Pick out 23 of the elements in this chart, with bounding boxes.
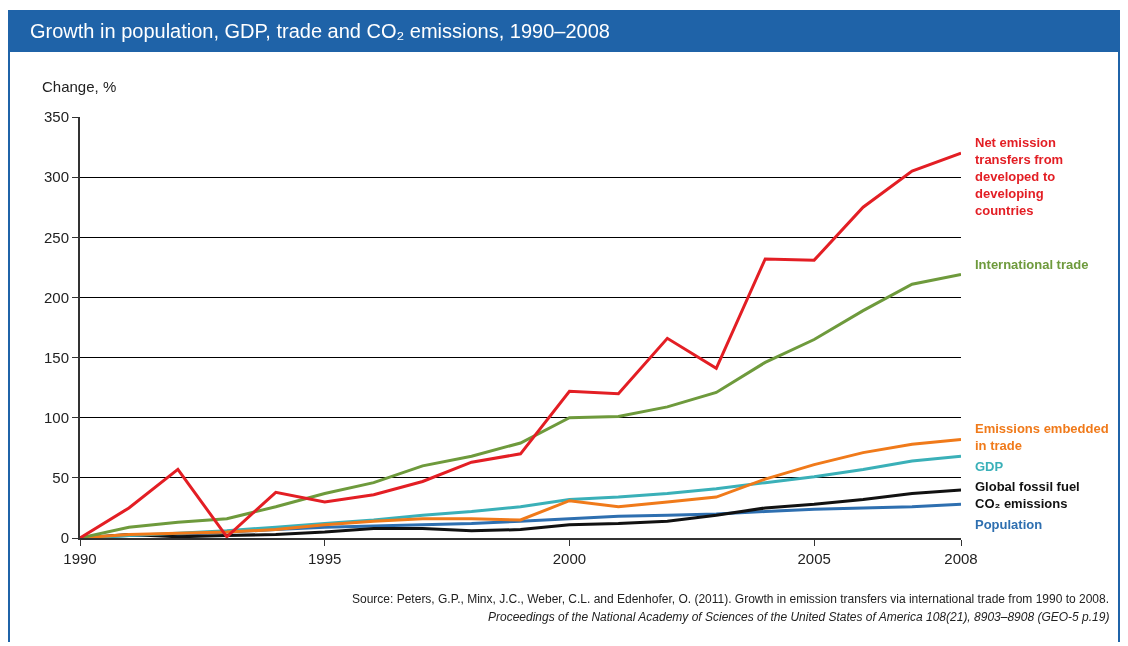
text: Proceedings of the National Academy of Sciences of the United States of America 108(21), 8903–8908 (GEO-5 p.19) [488, 610, 1110, 624]
y-tick-label: 350 [43, 108, 69, 126]
x-tick-label: 2008 [944, 550, 978, 567]
y-tick-label: 200 [43, 288, 69, 306]
y-tick-label: 250 [43, 228, 69, 246]
x-tick-label: 2000 [552, 550, 587, 567]
source-note: Source: Peters, G.P., Minx, J.C., Weber, C.L. and Edenhofer, O. (2011). Growth in emission transfers via international trade from 1990 to 2008. [352, 592, 1110, 606]
series-label: Global fossil fuel CO₂ emissions [975, 479, 1080, 511]
y-tick-label: 0 [60, 529, 69, 547]
y-tick-label: 300 [43, 168, 69, 186]
x-tick-label: 2005 [797, 550, 831, 567]
series-label: GDP [975, 459, 1004, 474]
series-label: International trade [975, 257, 1089, 272]
y-tick-label: 100 [43, 408, 69, 426]
y-tick-label: 50 [52, 469, 69, 487]
y-tick-label: 150 [43, 348, 69, 366]
y-axis-title: Change, % [42, 78, 117, 95]
x-tick-label: 1990 [63, 550, 97, 567]
series-label: Population [975, 517, 1043, 532]
chart-title: Growth in population, GDP, trade and CO₂ emissions, 1990–2008 [8, 10, 1120, 52]
series-label: Net emission transfers from developed to developing countries [975, 135, 1064, 218]
series-label: Emissions embedded in trade [975, 421, 1109, 453]
x-tick-label: 1995 [308, 550, 342, 567]
